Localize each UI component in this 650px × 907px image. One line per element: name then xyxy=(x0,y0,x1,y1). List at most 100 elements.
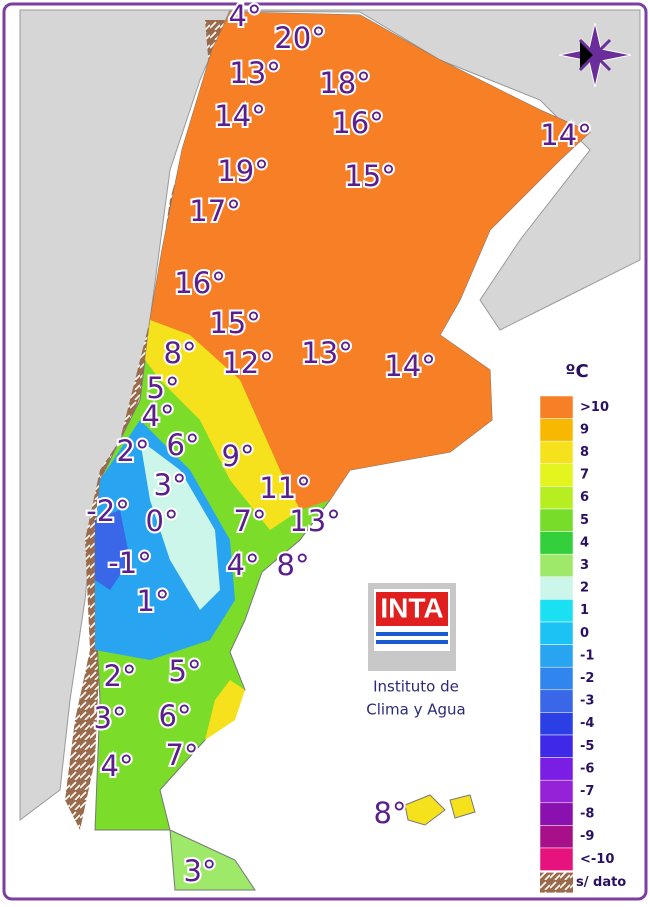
legend-swatch xyxy=(539,621,574,645)
legend-label: 5 xyxy=(580,513,589,528)
legend-swatch xyxy=(539,463,574,487)
legend-label: -6 xyxy=(580,761,594,776)
legend-label: -1 xyxy=(580,648,594,663)
legend-swatch xyxy=(539,531,574,555)
no-data-strip xyxy=(65,20,225,830)
temperature-label: 4° xyxy=(142,399,175,433)
legend-label: 1 xyxy=(580,603,589,618)
legend-label: >10 xyxy=(580,400,609,415)
legend-swatch xyxy=(539,847,574,871)
legend-swatch xyxy=(539,757,574,781)
labels: 4°20°13° 18°14° 16° 14°19° 15°17°16°15°8° 12°… xyxy=(84,0,593,890)
temperature-label: 6° xyxy=(159,699,192,733)
legend-label: -7 xyxy=(580,784,594,799)
coldest-zone xyxy=(95,510,130,590)
legend-label: -4 xyxy=(580,716,594,731)
temperature-label: 6° xyxy=(167,428,200,462)
legend-label: 2 xyxy=(580,581,589,596)
legend-swatch xyxy=(539,486,574,510)
temperature-label: 17° xyxy=(189,194,240,228)
legend-swatch xyxy=(539,553,574,578)
temperature-label: 8° xyxy=(374,796,407,830)
legend-swatch xyxy=(539,666,574,691)
tierra-del-fuego xyxy=(169,829,256,891)
temperature-label: 5° xyxy=(147,371,180,405)
legend-swatch xyxy=(539,712,574,736)
temperature-label: 19° xyxy=(217,154,268,188)
temperature-label: 13° xyxy=(289,504,340,538)
legend-swatch xyxy=(539,779,574,804)
mild-zone xyxy=(145,320,300,530)
logo: INTA Instituto de Clima y Agua xyxy=(366,583,466,719)
temperature-label: 1° xyxy=(137,584,170,618)
temperature-label: 20° xyxy=(274,21,325,55)
temperature-label: 13° xyxy=(301,336,352,370)
legend-label: 3 xyxy=(580,558,589,573)
coast-zone xyxy=(205,680,245,740)
temperature-label: 4° xyxy=(101,749,134,783)
temperature-label: 2° xyxy=(104,659,137,693)
compass xyxy=(558,22,632,88)
temperature-label: 3° xyxy=(94,701,127,735)
temperature-label: 16° xyxy=(332,106,383,140)
logo-line2: Clima y Agua xyxy=(366,701,466,719)
legend-label: <-10 xyxy=(580,852,614,867)
legend-swatch xyxy=(539,689,574,713)
temperature-label: 3° xyxy=(154,468,187,502)
temperature-label: 15° xyxy=(209,306,260,340)
temperature-label: 2° xyxy=(117,434,150,468)
temperature-label: 8° xyxy=(164,336,197,370)
legend-swatch xyxy=(539,508,574,532)
cool-zone xyxy=(140,440,220,610)
legend-label: -2 xyxy=(580,671,594,686)
temperature-label: 9° xyxy=(222,439,255,473)
temperature-label: 4° xyxy=(227,548,260,582)
temperature-label: 12° xyxy=(222,346,273,380)
temperature-label: -2° xyxy=(86,494,129,528)
temperature-label: 11° xyxy=(259,471,310,505)
warm-zone xyxy=(150,12,590,510)
legend-label: 0 xyxy=(580,626,589,641)
temperature-label: 8° xyxy=(277,548,310,582)
logo-acronym: INTA xyxy=(380,592,443,623)
legend-nodata-label: s/ dato xyxy=(576,875,626,890)
legend-title: ºC xyxy=(565,361,588,382)
legend-label: -3 xyxy=(580,694,594,709)
malvinas xyxy=(404,794,476,826)
temperature-label: 14° xyxy=(214,99,265,133)
logo-line1: Instituto de xyxy=(373,678,459,696)
legend-swatch xyxy=(539,418,574,442)
temperature-label: 18° xyxy=(319,66,370,100)
temperature-label: 15° xyxy=(344,159,395,193)
legend-swatch xyxy=(539,734,574,758)
legend-label: 6 xyxy=(580,490,589,505)
legend-swatch xyxy=(539,576,574,600)
temperature-label: 16° xyxy=(174,266,225,300)
temperature-label: 14° xyxy=(540,118,591,152)
temperature-label: 5° xyxy=(169,654,202,688)
legend-nodata-swatch xyxy=(540,872,573,893)
temperature-label: 4° xyxy=(229,0,262,33)
temperature-label: 3° xyxy=(184,854,217,888)
legend: >10 9 8 7 6 5 4 3 2 1 0 -1 -2 -3 -4 -5 -6 -7 -8 -9 <-10 s/ da… xyxy=(539,395,626,893)
temperature-label: -1° xyxy=(108,546,151,580)
legend-swatch xyxy=(539,599,574,623)
legend-label: 8 xyxy=(580,445,589,460)
legend-label: -5 xyxy=(580,739,594,754)
legend-swatch xyxy=(539,395,574,419)
legend-swatch xyxy=(539,825,574,849)
legend-label: -8 xyxy=(580,807,594,822)
temperature-label: 7° xyxy=(166,738,199,772)
temperature-label: 14° xyxy=(384,349,435,383)
temperature-label: 13° xyxy=(229,56,280,90)
legend-label: 4 xyxy=(580,535,589,550)
legend-label: 7 xyxy=(580,468,589,483)
temperature-label: 0° xyxy=(146,504,179,538)
legend-swatch xyxy=(539,644,574,668)
temperature-label: 7° xyxy=(234,504,267,538)
legend-label: -9 xyxy=(580,829,594,844)
legend-label: 9 xyxy=(580,422,589,437)
legend-swatch xyxy=(539,440,574,465)
legend-swatch xyxy=(539,802,574,826)
